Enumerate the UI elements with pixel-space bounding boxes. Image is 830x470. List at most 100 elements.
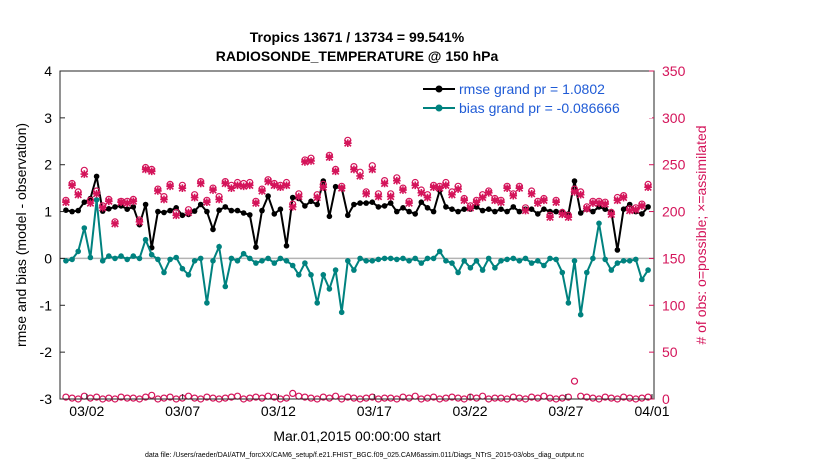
series-1-point: [75, 248, 81, 255]
y-tick-label: -1: [40, 297, 53, 313]
series-1-point: [191, 258, 198, 264]
series-1-point: [467, 265, 474, 271]
obs-assimilated-point: [86, 199, 95, 207]
series-1-point: [596, 220, 602, 227]
obs-assimilated-point: [601, 200, 609, 208]
series-0-point: [247, 212, 253, 218]
series-0-point: [222, 204, 229, 210]
series-0-point: [498, 206, 504, 212]
legend-bias-label: bias grand pr = -0.086666: [459, 100, 620, 116]
series-1-point: [436, 248, 443, 255]
obs-assimilated-point: [613, 196, 622, 205]
series-1-point: [406, 258, 412, 264]
series-1-point: [387, 255, 394, 262]
obs-assimilated-point: [582, 204, 591, 213]
plot-frame: [59, 70, 655, 400]
series-0-point: [357, 200, 363, 206]
y-axis-label: rmse and bias (model - observation): [13, 123, 29, 347]
series-1-point: [210, 258, 216, 264]
series-0-point: [577, 210, 584, 216]
series-0-point: [351, 201, 357, 208]
obs-assimilated-point: [135, 218, 144, 226]
series-1-point: [485, 255, 492, 262]
series-1-point: [308, 272, 314, 278]
obs-assimilated-point: [460, 196, 469, 205]
series-0-point: [590, 208, 596, 215]
obs-assimilated-point: [80, 170, 89, 178]
series-1-point: [179, 265, 186, 272]
obs-possible-point: [472, 394, 481, 402]
series-1-point: [614, 260, 621, 266]
series-1-point: [363, 258, 370, 264]
series-1-point: [155, 256, 161, 263]
series-1-point: [338, 309, 345, 316]
series-0-point: [473, 204, 480, 210]
legend: rmse grand pr = 1.0802 bias grand pr = -…: [418, 76, 652, 118]
x-tick-label: 03/02: [69, 403, 104, 419]
series-1-point: [302, 260, 308, 266]
obs-assimilated-point: [319, 183, 328, 192]
x-axis-label: Mar.01,2015 00:00:00 start: [273, 428, 440, 444]
series-1-point: [204, 300, 210, 306]
obs-assimilated-point: [521, 206, 530, 215]
obs-assimilated-point: [111, 219, 119, 228]
legend-rmse-label: rmse grand pr = 1.0802: [459, 81, 605, 97]
series-0-point: [510, 204, 517, 210]
obs-assimilated-point: [374, 192, 383, 201]
series-1-point: [247, 255, 253, 262]
series-0-point: [234, 207, 241, 214]
series-1-point: [528, 260, 535, 266]
series-0-point: [253, 244, 259, 250]
obs-assimilated-point: [435, 184, 444, 192]
series-1-point: [455, 269, 461, 276]
obs-assimilated-point: [423, 193, 432, 202]
series-1-point: [412, 255, 419, 262]
series-0-point: [326, 213, 333, 220]
obs-assimilated-point: [632, 205, 640, 214]
series-1-point: [124, 256, 130, 263]
series-0-point: [179, 212, 186, 219]
obs-assimilated-point: [417, 189, 426, 197]
series-1-point: [112, 255, 118, 262]
obs-assimilated-point: [270, 181, 279, 190]
series-1-point: [602, 256, 608, 263]
obs-assimilated-point: [344, 139, 352, 147]
series-1-point: [345, 258, 351, 264]
obs-assimilated-point: [607, 210, 616, 219]
series-1-point: [106, 253, 112, 259]
series-0-point: [271, 211, 278, 217]
series-1-point: [265, 255, 271, 262]
series-1-point: [461, 258, 468, 264]
y2-tick-label: 150: [662, 250, 686, 266]
series-1-point: [504, 256, 510, 263]
obs-assimilated-point: [147, 167, 156, 176]
obs-possible-point: [405, 394, 413, 402]
obs-assimilated-point: [203, 198, 211, 206]
series-0-point: [602, 206, 608, 212]
series-1-point: [375, 256, 382, 263]
series-0-point: [167, 207, 173, 214]
obs-assimilated-point: [92, 189, 101, 198]
obs-assimilated-point: [589, 199, 597, 207]
series-0-point: [443, 204, 449, 210]
series-1-point: [522, 255, 529, 262]
series-1-point: [351, 267, 357, 273]
series-1-point: [142, 236, 149, 243]
obs-assimilated-point: [595, 199, 603, 207]
obs-assimilated-point: [399, 186, 407, 194]
series-0-point: [240, 210, 247, 216]
series-1-point: [608, 267, 615, 273]
series-1-point: [87, 254, 94, 261]
obs-assimilated-point: [190, 193, 199, 202]
legend-rmse-marker: [435, 85, 443, 93]
series-1-point: [381, 255, 388, 262]
obs-assimilated-point: [215, 195, 223, 204]
obs-assimilated-point: [129, 197, 138, 206]
series-0-point: [639, 211, 645, 217]
obs-assimilated-point: [472, 198, 481, 206]
y-tick-label: 4: [44, 63, 52, 79]
series-1-point: [167, 256, 173, 263]
series-0-point: [400, 205, 406, 211]
series-0-point: [406, 208, 412, 215]
